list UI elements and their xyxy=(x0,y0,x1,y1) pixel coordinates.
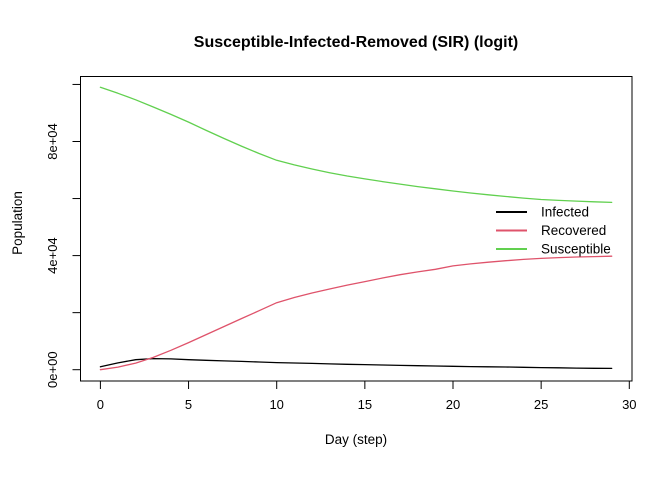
x-tick-label: 15 xyxy=(358,397,372,412)
y-axis-label: Population xyxy=(10,191,25,255)
series-lines xyxy=(99,86,613,371)
y-tick-label: 0e+00 xyxy=(45,351,60,388)
y-tick-label: 4e+04 xyxy=(45,237,60,274)
y-tick-label: 8e+04 xyxy=(45,123,60,160)
infected-series-line xyxy=(99,357,613,370)
x-tick-label: 20 xyxy=(446,397,460,412)
legend-label-susceptible: Susceptible xyxy=(541,242,611,257)
x-tick-label: 5 xyxy=(185,397,192,412)
legend: Infected Recovered Susceptible xyxy=(496,205,611,257)
x-tick-label: 10 xyxy=(269,397,283,412)
legend-label-infected: Infected xyxy=(541,205,589,220)
x-tick-label: 0 xyxy=(97,397,104,412)
y-axis: 0e+00 4e+04 8e+04 xyxy=(45,83,80,388)
chart-title: Susceptible-Infected-Removed (SIR) (logi… xyxy=(194,34,518,51)
x-tick-label: 30 xyxy=(622,397,636,412)
recovered-series-line xyxy=(99,255,613,371)
x-axis-label: Day (step) xyxy=(325,432,387,447)
susceptible-series-line xyxy=(99,86,613,204)
legend-label-recovered: Recovered xyxy=(541,223,606,238)
plot-border xyxy=(80,76,633,382)
x-tick-label: 25 xyxy=(534,397,548,412)
x-axis: 0 5 10 15 20 25 30 xyxy=(97,381,637,412)
